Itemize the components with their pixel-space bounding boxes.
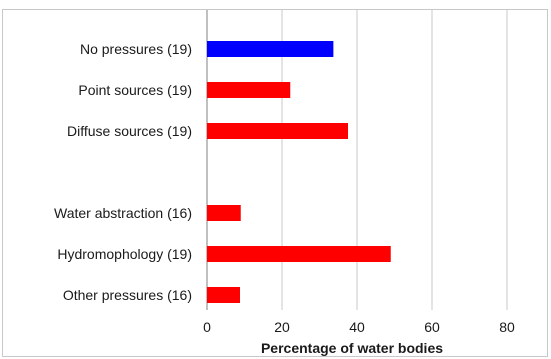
- bar-1: [207, 82, 291, 98]
- category-label-1: Point sources (19): [78, 82, 192, 98]
- category-label-0: No pressures (19): [80, 41, 192, 57]
- bar-6: [207, 287, 240, 303]
- category-labels: No pressures (19) Point sources (19) Diffu…: [54, 41, 192, 303]
- bar-5: [207, 246, 391, 262]
- bar-chart: No pressures (19) Point sources (19) Diffu…: [54, 10, 515, 356]
- bar-0: [207, 41, 334, 57]
- category-label-4: Water abstraction (16): [54, 205, 192, 221]
- category-label-5: Hydromophology (19): [57, 246, 192, 262]
- x-tick-labels: 0 20 40 60 80: [203, 319, 515, 335]
- x-tick-label-60: 60: [424, 319, 440, 335]
- chart-frame: No pressures (19) Point sources (19) Diffu…: [2, 9, 548, 357]
- bars: [207, 41, 391, 303]
- x-axis-title: Percentage of water bodies: [261, 340, 443, 356]
- x-tick-label-0: 0: [203, 319, 211, 335]
- x-tick-label-40: 40: [349, 319, 365, 335]
- category-label-6: Other pressures (16): [63, 287, 192, 303]
- x-tick-label-80: 80: [499, 319, 515, 335]
- x-tick-label-20: 20: [274, 319, 290, 335]
- bar-4: [207, 205, 241, 221]
- category-label-2: Diffuse sources (19): [67, 123, 192, 139]
- bar-2: [207, 123, 348, 139]
